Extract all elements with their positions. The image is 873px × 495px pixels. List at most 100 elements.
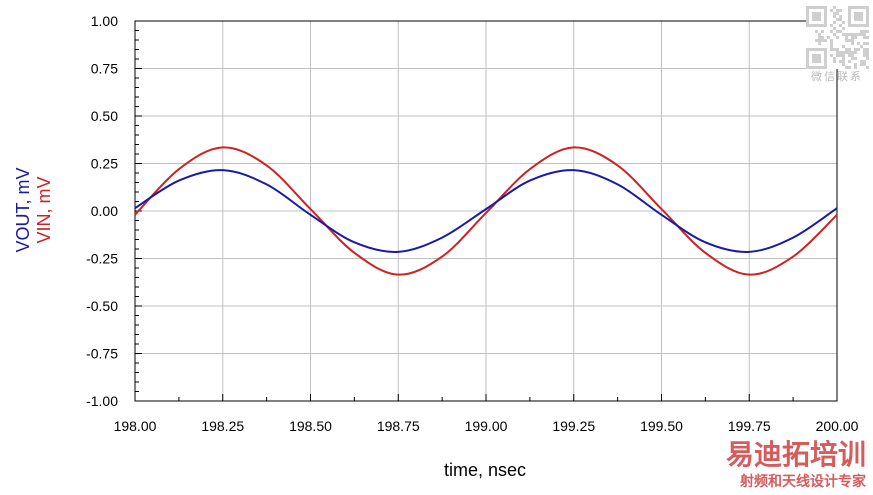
qr-module — [860, 45, 863, 48]
qr-module — [833, 12, 836, 15]
qr-module — [851, 51, 854, 54]
brand-tagline: 射频和天线设计专家 — [739, 473, 867, 490]
x-tick-label: 198.50 — [289, 418, 332, 434]
x-tick-label: 199.75 — [728, 418, 771, 434]
x-tick-label: 198.25 — [201, 418, 244, 434]
qr-module — [866, 51, 869, 54]
qr-module — [842, 63, 845, 66]
qr-module — [866, 36, 869, 39]
qr-module — [836, 36, 839, 39]
qr-module — [830, 30, 833, 33]
y-tick-label: -0.25 — [86, 251, 118, 267]
qr-module — [830, 9, 833, 12]
qr-module — [839, 15, 842, 18]
qr-module — [845, 48, 848, 51]
qr-module — [860, 63, 863, 66]
qr-module — [836, 48, 839, 51]
qr-module — [854, 63, 857, 66]
qr-module — [818, 42, 821, 45]
qr-module — [860, 33, 863, 36]
qr-module — [833, 60, 836, 63]
qr-module — [836, 54, 839, 57]
qr-module — [857, 42, 860, 45]
qr-module — [857, 48, 860, 51]
qr-module — [854, 33, 857, 36]
qr-module — [830, 48, 833, 51]
qr-module — [845, 33, 848, 36]
qr-module — [818, 36, 821, 39]
qr-module — [863, 51, 866, 54]
qr-module — [821, 30, 824, 33]
qr-module — [830, 39, 833, 42]
x-tick-label: 199.00 — [465, 418, 508, 434]
series-group — [134, 146, 838, 276]
qr-module — [839, 30, 842, 33]
qr-module — [842, 54, 845, 57]
qr-module — [863, 36, 866, 39]
qr-module — [845, 66, 848, 69]
qr-module — [848, 51, 851, 54]
y-tick-label: 1.00 — [91, 13, 118, 29]
qr-module — [842, 45, 845, 48]
qr-module — [836, 18, 839, 21]
y-tick-label: 0.75 — [91, 61, 118, 77]
qr-module — [851, 54, 854, 57]
qr-module — [833, 27, 836, 30]
brand-logo-text: 易迪拓培训 — [726, 438, 866, 471]
y-axis-title-vin: VIN, mV — [34, 176, 54, 243]
qr-module — [839, 18, 842, 21]
plot-frame — [134, 20, 838, 402]
qr-module — [839, 24, 842, 27]
qr-module — [830, 45, 833, 48]
qr-module — [818, 39, 821, 42]
qr-finder-core — [854, 12, 863, 21]
qr-module — [836, 30, 839, 33]
x-tick-label: 200.00 — [816, 418, 859, 434]
qr-module — [845, 39, 848, 42]
qr-module — [830, 54, 833, 57]
qr-module — [833, 33, 836, 36]
qr-module — [863, 60, 866, 63]
qr-module — [860, 60, 863, 63]
qr-code-icon — [806, 6, 869, 69]
qr-module — [848, 66, 851, 69]
qr-caption: 微信联系 — [811, 69, 863, 83]
qr-module — [836, 12, 839, 15]
qr-module — [833, 21, 836, 24]
qr-module — [848, 60, 851, 63]
y-tick-label: 0.50 — [91, 108, 118, 124]
y-tick-label: 0.25 — [91, 156, 118, 172]
y-tick-label: -1.00 — [86, 393, 118, 409]
qr-module — [830, 24, 833, 27]
qr-module — [845, 51, 848, 54]
x-tick-labels: 198.00 198.25 198.50 198.75 199.00 199.25 199.… — [114, 418, 859, 434]
minor-ticks — [134, 20, 838, 402]
x-axis-title: time, nsec — [444, 460, 526, 480]
qr-module — [866, 42, 869, 45]
y-tick-label: -0.75 — [86, 346, 118, 362]
qr-module — [851, 57, 854, 60]
y-tick-label: -0.50 — [86, 298, 118, 314]
qr-module — [863, 42, 866, 45]
qr-module — [866, 66, 869, 69]
qr-module — [854, 57, 857, 60]
qr-module — [863, 33, 866, 36]
qr-finder-core — [812, 12, 821, 21]
qr-module — [851, 36, 854, 39]
qr-module — [839, 60, 842, 63]
qr-module — [863, 30, 866, 33]
qr-module — [860, 30, 863, 33]
qr-module — [824, 39, 827, 42]
qr-module — [851, 39, 854, 42]
x-tick-label: 199.25 — [552, 418, 595, 434]
qr-module — [815, 30, 818, 33]
qr-module — [833, 15, 836, 18]
qr-module — [863, 63, 866, 66]
qr-module — [821, 39, 824, 42]
qr-module — [839, 54, 842, 57]
qr-module — [842, 51, 845, 54]
qr-module — [866, 30, 869, 33]
qr-module — [833, 48, 836, 51]
qr-module — [854, 36, 857, 39]
